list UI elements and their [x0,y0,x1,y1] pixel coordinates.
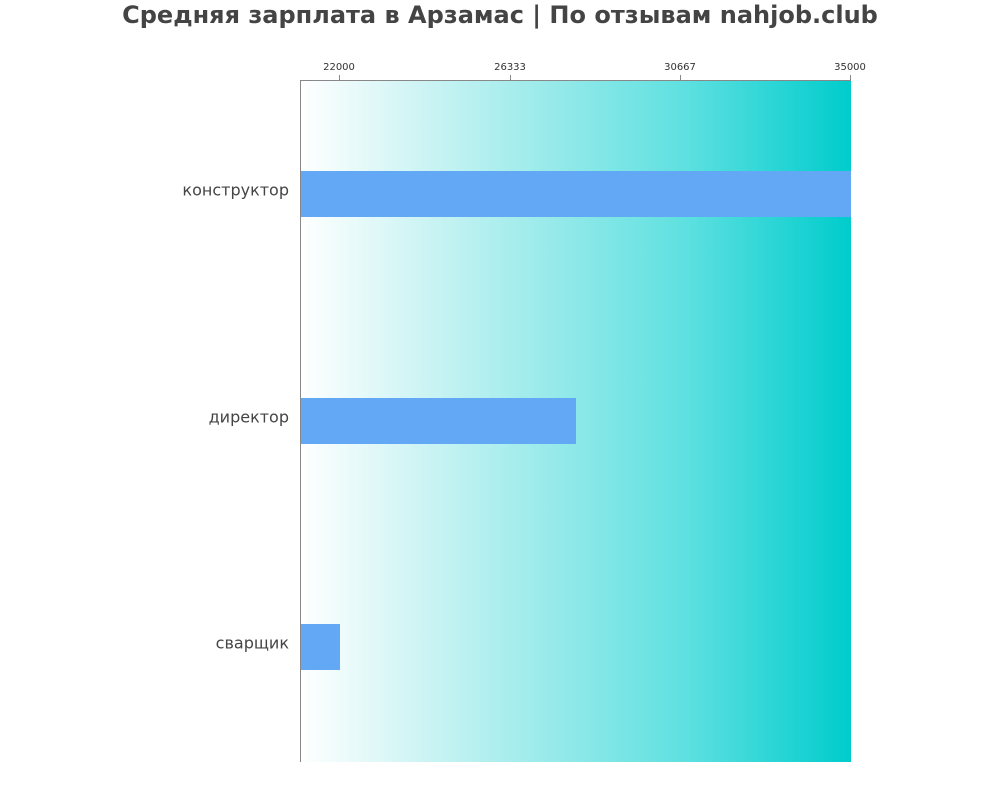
bar [301,624,340,670]
x-axis-line [300,80,851,81]
x-tick-label: 22000 [323,62,355,73]
x-tick-label: 35000 [834,62,866,73]
bar [301,171,851,217]
x-tick-mark [680,75,681,80]
x-tick-label: 30667 [664,62,696,73]
category-label: сварщик [215,633,289,653]
y-axis-line [300,80,301,762]
category-label: директор [208,407,289,427]
category-label: конструктор [182,180,289,200]
x-tick-mark [850,75,851,80]
x-tick-mark [510,75,511,80]
bar [301,398,576,444]
x-tick-label: 26333 [494,62,526,73]
chart-title: Средняя зарплата в Арзамас | По отзывам … [122,1,878,29]
x-tick-mark [339,75,340,80]
